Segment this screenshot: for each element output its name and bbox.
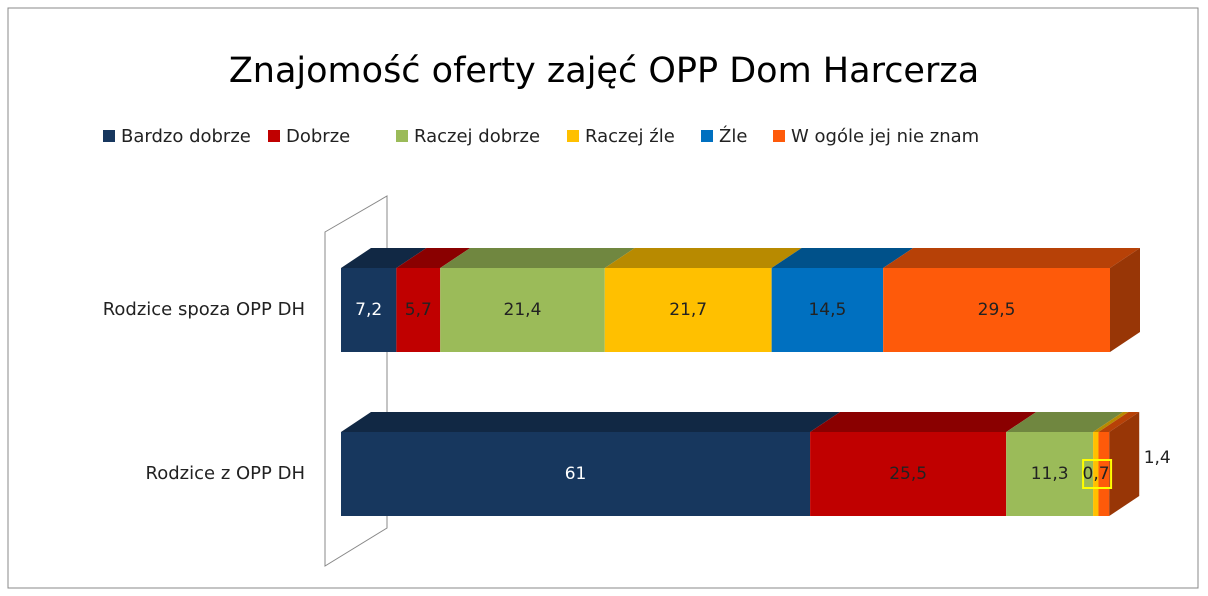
legend-label: Raczej źle [585,126,675,147]
bar-top [341,412,841,432]
bar [341,268,397,352]
bar-top [341,248,427,268]
bar-top [810,412,1037,432]
bar [1093,432,1099,516]
bar-top [396,248,471,268]
data-label: 5,7 [405,300,432,320]
bar [810,432,1007,516]
legend-swatch [701,130,713,142]
data-label: 21,4 [504,300,542,320]
bar [396,268,441,352]
data-label: 29,5 [978,300,1016,320]
data-label: 14,5 [808,300,846,320]
legend-swatch [268,130,280,142]
bar-top [1006,412,1124,432]
bar [1006,432,1094,516]
bar-side [1110,248,1140,352]
legend-label: Źle [719,125,747,147]
data-label: 7,2 [355,300,382,320]
bar-side [1109,412,1140,516]
legend-swatch [396,130,408,142]
data-label: 25,5 [889,464,927,484]
bar [1098,432,1110,516]
legend-swatch [773,130,785,142]
data-label: 11,3 [1031,464,1069,484]
y-tick-label: Rodzice z OPP DH [146,463,305,484]
chart-title: Znajomość oferty zajęć OPP Dom Harcerza [229,51,979,91]
data-label: 1,4 [1144,448,1171,468]
label-highlight [1082,459,1113,489]
legend-label: Raczej dobrze [414,126,540,147]
legend-swatch [103,130,115,142]
bar [883,268,1110,352]
bar-top [1093,412,1129,432]
bar [341,432,811,516]
bar-top [1098,412,1140,432]
legend-label: W ogóle jej nie znam [791,126,979,147]
legend-swatch [567,130,579,142]
bar-top [440,248,635,268]
bar [604,268,772,352]
y-tick-label: Rodzice spoza OPP DH [103,299,305,320]
data-label: 21,7 [669,300,707,320]
legend-label: Dobrze [286,126,350,147]
data-label: 61 [565,464,587,484]
legend-label: Bardzo dobrze [121,126,251,147]
bar-top [604,248,802,268]
bar-top [771,248,914,268]
bar-top [883,248,1140,268]
bar [771,268,884,352]
data-label: 0,7 [1083,464,1110,484]
back-wall [324,195,388,567]
bar [440,268,605,352]
